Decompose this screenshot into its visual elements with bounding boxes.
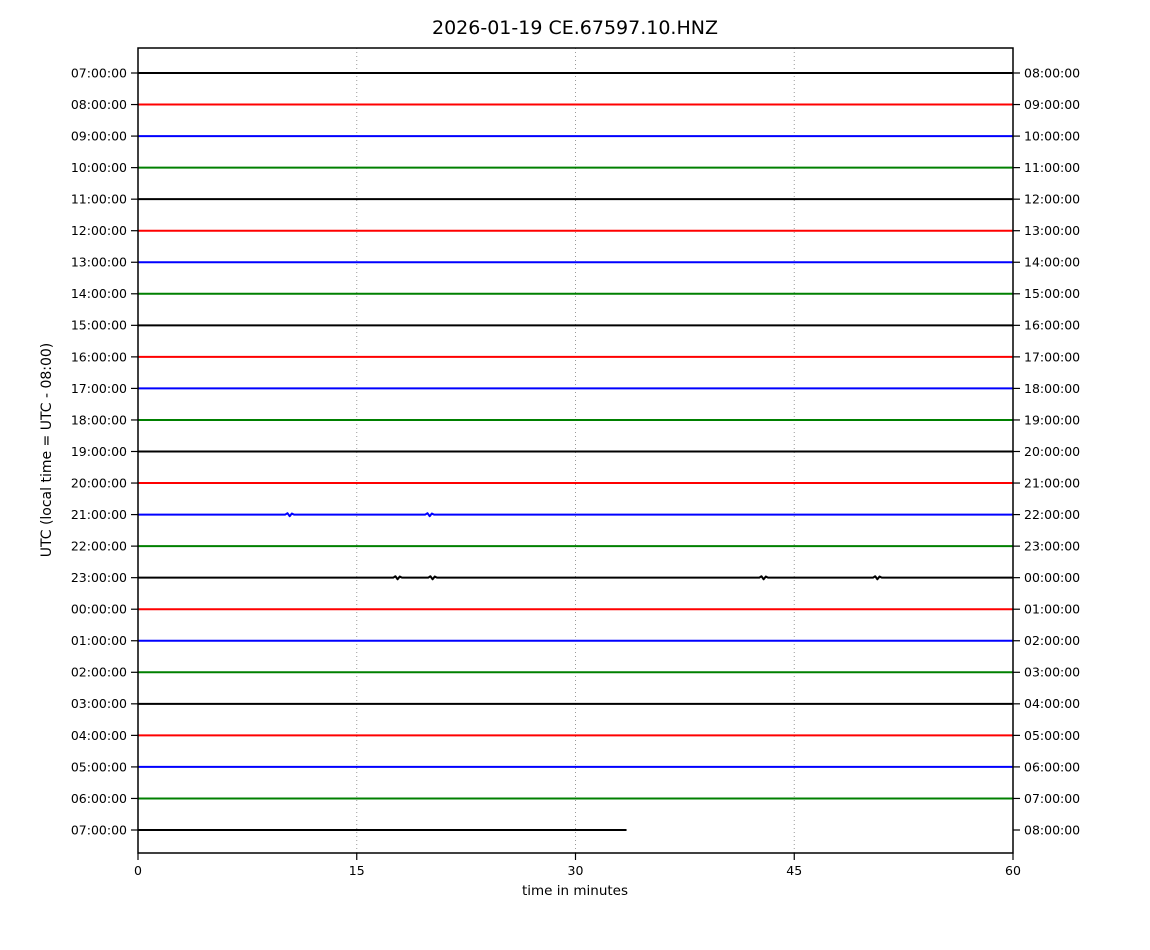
y-tick-label-utc: 12:00:00 [71,223,127,238]
trace-row [138,575,1013,581]
y-tick-label-local: 10:00:00 [1024,128,1080,143]
y-tick-label-local: 03:00:00 [1024,665,1080,680]
y-tick-label-local: 05:00:00 [1024,728,1080,743]
y-tick-label-local: 18:00:00 [1024,381,1080,396]
y-tick-label-local: 14:00:00 [1024,255,1080,270]
x-tick-label: 60 [1005,863,1021,878]
y-tick-label-utc: 10:00:00 [71,160,127,175]
y-tick-label-local: 16:00:00 [1024,318,1080,333]
y-tick-label-utc: 19:00:00 [71,444,127,459]
y-tick-label-local: 08:00:00 [1024,65,1080,80]
y-tick-label-utc: 21:00:00 [71,507,127,522]
y-tick-label-utc: 03:00:00 [71,696,127,711]
x-tick-label: 15 [349,863,365,878]
y-tick-label-utc: 04:00:00 [71,728,127,743]
y-tick-label-local: 21:00:00 [1024,475,1080,490]
y-tick-label-utc: 13:00:00 [71,255,127,270]
y-tick-label-local: 00:00:00 [1024,570,1080,585]
y-tick-label-utc: 23:00:00 [71,570,127,585]
y-tick-label-utc: 05:00:00 [71,759,127,774]
y-tick-label-local: 17:00:00 [1024,349,1080,364]
y-tick-label-utc: 07:00:00 [71,65,127,80]
y-tick-label-local: 04:00:00 [1024,696,1080,711]
y-tick-label-utc: 06:00:00 [71,791,127,806]
y-tick-label-local: 02:00:00 [1024,633,1080,648]
y-tick-label-utc: 16:00:00 [71,349,127,364]
y-tick-label-local: 06:00:00 [1024,759,1080,774]
y-tick-label-local: 15:00:00 [1024,286,1080,301]
x-axis-label: time in minutes [521,883,629,899]
y-tick-label-utc: 20:00:00 [71,475,127,490]
y-tick-label-local: 20:00:00 [1024,444,1080,459]
y-tick-label-local: 12:00:00 [1024,192,1080,207]
y-tick-label-utc: 11:00:00 [71,192,127,207]
x-tick-label: 0 [134,863,142,878]
y-tick-label-utc: 14:00:00 [71,286,127,301]
y-tick-label-utc: 15:00:00 [71,318,127,333]
y-tick-label-local: 01:00:00 [1024,602,1080,617]
y-tick-label-local: 22:00:00 [1024,507,1080,522]
y-tick-label-utc: 01:00:00 [71,633,127,648]
y-tick-label-utc: 09:00:00 [71,128,127,143]
x-tick-label: 30 [568,863,584,878]
y-tick-label-utc: 22:00:00 [71,539,127,554]
y-tick-label-utc: 02:00:00 [71,665,127,680]
y-tick-label-local: 11:00:00 [1024,160,1080,175]
y-tick-label-utc: 18:00:00 [71,412,127,427]
y-tick-label-local: 23:00:00 [1024,539,1080,554]
trace-row [138,512,1013,518]
y-tick-label-utc: 17:00:00 [71,381,127,396]
chart-title: 2026-01-19 CE.67597.10.HNZ [432,17,718,39]
y-tick-label-local: 13:00:00 [1024,223,1080,238]
y-tick-label-utc: 00:00:00 [71,602,127,617]
y-tick-label-utc: 07:00:00 [71,822,127,837]
y-tick-label-local: 09:00:00 [1024,97,1080,112]
y-tick-label-utc: 08:00:00 [71,97,127,112]
y-tick-label-local: 19:00:00 [1024,412,1080,427]
y-tick-label-local: 07:00:00 [1024,791,1080,806]
y-tick-label-local: 08:00:00 [1024,822,1080,837]
x-tick-label: 45 [786,863,802,878]
